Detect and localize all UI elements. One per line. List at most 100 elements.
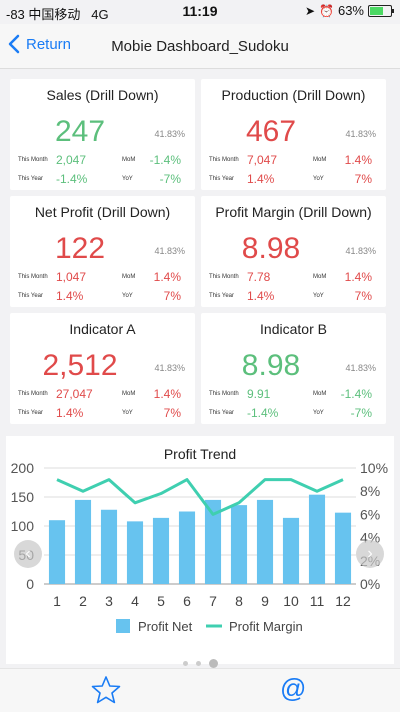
location-icon: ➤ [304,3,316,18]
kpi-percent: 41.83% [154,129,185,139]
kpi-percent: 41.83% [345,246,376,256]
battery-icon [368,4,394,17]
this-year-value: -1.4% [247,406,279,420]
network-type: 4G [91,7,109,22]
this-year-value: 1.4% [56,406,84,420]
bar [204,499,222,584]
y-tick-label-right: 10% [360,460,388,476]
this-year-label: This Year [18,176,44,182]
signal-text: -83 中国移动 [6,7,81,22]
chevron-left-icon: ‹ [25,545,31,562]
kpi-percent: 41.83% [345,129,376,139]
this-month-label: This Month [209,274,239,280]
alarm-icon: ⏰ [319,3,334,18]
bar [100,509,118,584]
kpi-value: 8.98 [241,349,301,382]
this-month-value: 7.78 [247,270,271,284]
this-year-label: This Year [209,410,235,416]
mom-label: MoM [313,274,327,280]
page-dot[interactable] [182,661,188,667]
y-tick-label-left: 200 [11,460,35,476]
y-tick-label-right: 8% [360,483,380,499]
mom-value: 1.4% [344,153,372,167]
kpi-card[interactable]: Profit Margin (Drill Down) 8.98 41.83% This… [201,196,386,307]
kpi-card[interactable]: Net Profit (Drill Down) 122 41.83% This Mon… [10,196,195,307]
this-month-value: 27,047 [56,387,93,401]
at-icon: @ [280,673,307,703]
profit-trend-chart[interactable]: Profit Trend 0501001502000%2%4%6%8%10%12… [6,436,394,664]
x-tick-label: 2 [79,593,87,609]
bar [48,520,66,584]
y-tick-label-left: 150 [11,489,35,505]
legend-swatch-bar [116,619,130,633]
y-tick-label-right: 0% [360,576,380,592]
kpi-value: 122 [54,232,106,265]
mom-value: 1.4% [344,270,372,284]
chevron-right-icon: › [367,545,373,562]
bar [74,499,92,584]
yoy-label: YoY [122,293,133,299]
this-month-value: 2,047 [56,153,87,167]
legend-label: Profit Margin [229,619,303,634]
x-tick-label: 1 [53,593,61,609]
bar [282,517,300,584]
bar [256,499,274,584]
kpi-value: 2,512 [42,349,118,382]
kpi-card[interactable]: Sales (Drill Down) 247 41.83% This Month 2,0… [10,79,195,190]
yoy-label: YoY [313,176,324,182]
bar [178,511,196,584]
kpi-value: 8.98 [241,232,301,265]
kpi-card[interactable]: Indicator A 2,512 41.83% This Month 27,047 Mo… [10,313,195,424]
this-month-label: This Month [209,391,239,397]
page-indicator[interactable] [0,655,400,673]
tab-mentions[interactable]: @ [280,673,306,704]
this-month-label: This Month [209,157,239,163]
return-label: Return [26,35,72,53]
series-line [56,478,344,516]
x-tick-label: 7 [209,593,217,609]
x-tick-label: 12 [335,593,351,609]
chart-canvas: 0501001502000%2%4%6%8%10%123456789101112… [11,460,388,634]
status-bar: -83 中国移动 4G 11:19 ➤ ⏰ 63% [0,0,400,22]
yoy-value: 7% [163,406,181,420]
star-icon [91,676,121,704]
y-tick-label-left: 0 [26,576,34,592]
x-tick-label: 3 [105,593,113,609]
nav-bar: Return Mobie Dashboard_Sudoku [0,24,400,69]
kpi-title: Indicator A [69,321,136,337]
kpi-title: Indicator B [260,321,327,337]
carrier-signal: -83 中国移动 4G [6,4,109,23]
kpi-card[interactable]: Production (Drill Down) 467 41.83% This Mon… [201,79,386,190]
status-right: ➤ ⏰ 63% [304,3,394,18]
page-dot[interactable] [195,661,201,667]
kpi-value: 467 [245,115,297,148]
kpi-card[interactable]: Indicator B 8.98 41.83% This Month 9.91 MoM -1… [201,313,386,424]
this-year-label: This Year [209,293,235,299]
prev-page-button[interactable]: ‹ [14,540,42,568]
kpi-title: Sales (Drill Down) [46,87,159,103]
legend-label: Profit Net [138,619,193,634]
kpi-percent: 41.83% [154,363,185,373]
mom-label: MoM [122,157,136,163]
kpi-percent: 41.83% [154,246,185,256]
bar [334,512,352,584]
bar [152,517,170,584]
x-tick-label: 8 [235,593,243,609]
yoy-value: 7% [163,289,181,303]
x-tick-label: 4 [131,593,139,609]
kpi-percent: 41.83% [345,363,376,373]
return-button[interactable]: Return [8,34,71,54]
this-month-value: 9.91 [247,387,271,401]
page-dot[interactable] [208,659,218,669]
mom-value: -1.4% [149,153,181,167]
this-year-label: This Year [209,176,235,182]
mom-label: MoM [122,391,136,397]
x-tick-label: 11 [310,593,325,609]
chart-title: Profit Trend [163,446,237,462]
status-time: 11:19 [182,3,218,19]
tab-favorites[interactable] [91,675,121,712]
next-page-button[interactable]: › [356,540,384,568]
this-year-value: 1.4% [247,289,275,303]
yoy-value: 7% [354,289,372,303]
yoy-label: YoY [313,410,324,416]
